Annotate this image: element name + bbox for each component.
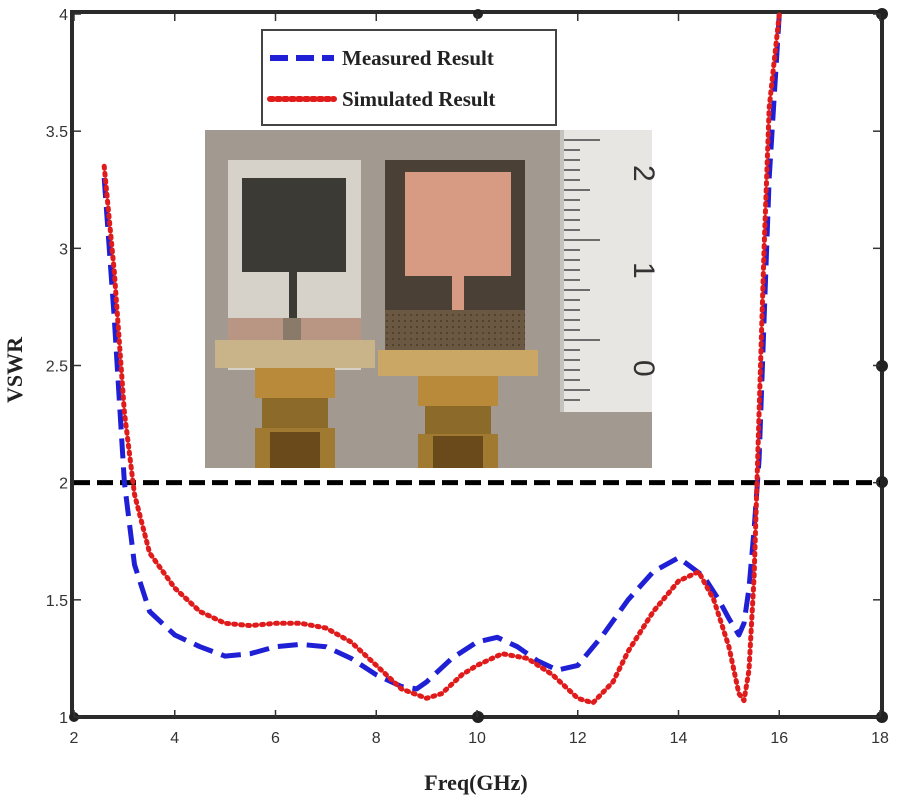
antenna-photo: 2 1 0 (205, 130, 660, 468)
ruler-ticks (564, 139, 600, 401)
legend: Measured Result Simulated Result (261, 29, 557, 126)
y-tick-label: 3 (59, 241, 68, 258)
x-tick-label: 10 (468, 730, 486, 747)
y-tick-label: 2.5 (46, 359, 68, 376)
antenna-left-patch (242, 178, 346, 272)
legend-box (261, 29, 557, 126)
y-tick-label: 1 (59, 710, 68, 727)
x-tick-label: 14 (670, 730, 688, 747)
x-tick-label: 18 (871, 730, 889, 747)
x-tick-label: 12 (569, 730, 587, 747)
series-layer (101, 11, 782, 706)
x-tick-label: 8 (372, 730, 381, 747)
ruler-label-2: 2 (627, 165, 660, 182)
y-tick-label: 4 (59, 7, 68, 24)
series-line-measured (101, 13, 782, 692)
ruler (560, 130, 652, 412)
x-tick-label: 16 (770, 730, 788, 747)
series-line-simulated (101, 11, 782, 706)
x-axis-label: Freq(GHz) (424, 770, 527, 795)
antenna-right-patch (405, 172, 511, 276)
ruler-label-0: 0 (627, 360, 660, 377)
x-tick-label: 6 (271, 730, 280, 747)
y-tick-label: 2 (59, 476, 68, 493)
frame-markers (69, 8, 888, 723)
y-axis-label: VSWR (2, 336, 27, 403)
y-tick-label: 1.5 (46, 593, 68, 610)
y-tick-label: 3.5 (46, 124, 68, 141)
x-tick-label: 4 (170, 730, 179, 747)
legend-label-simulated: Simulated Result (342, 87, 495, 111)
legend-label-measured: Measured Result (342, 46, 494, 70)
ruler-label-1: 1 (627, 262, 660, 279)
x-tick-label: 2 (70, 730, 79, 747)
